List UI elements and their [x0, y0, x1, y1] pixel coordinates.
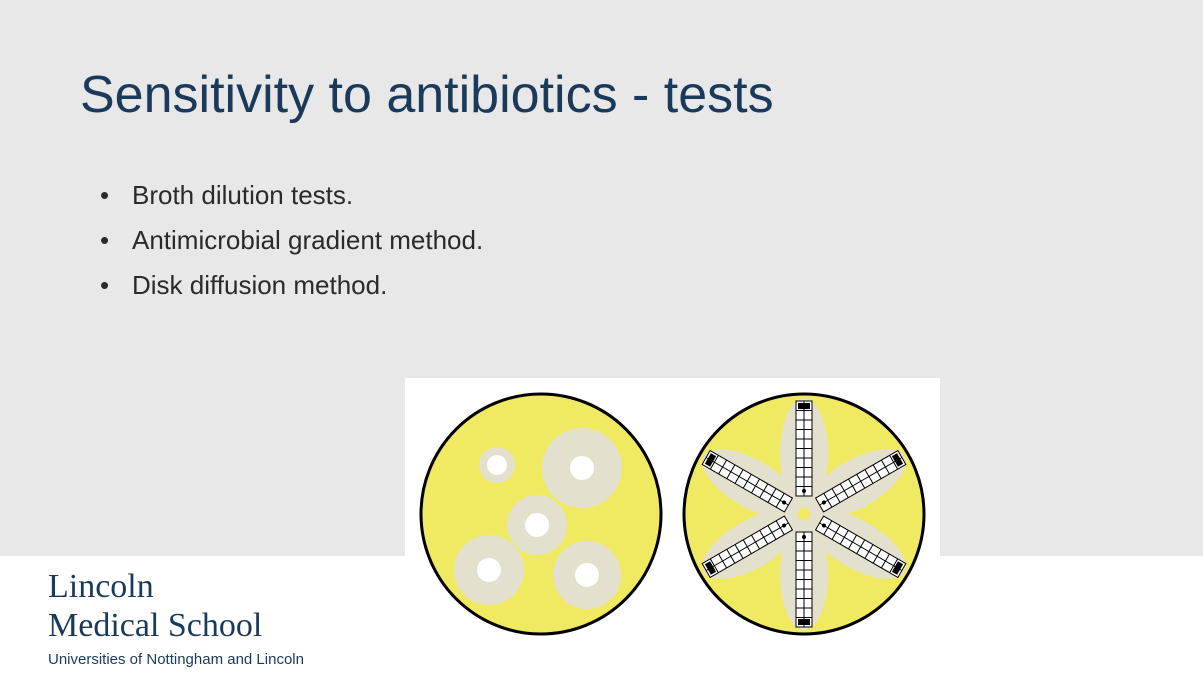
slide-title: Sensitivity to antibiotics - tests: [80, 65, 774, 125]
bullet-list: Broth dilution tests. Antimicrobial grad…: [100, 180, 483, 315]
bullet-item: Broth dilution tests.: [100, 180, 483, 211]
gradient-strip-diagram: [680, 390, 928, 638]
logo-line-2: Medical School: [48, 606, 304, 645]
diagram-container: [405, 378, 940, 650]
bullet-item: Disk diffusion method.: [100, 270, 483, 301]
disk-diffusion-diagram: [417, 390, 665, 638]
school-logo: Lincoln Medical School Universities of N…: [48, 567, 304, 668]
logo-line-1: Lincoln: [48, 567, 304, 606]
logo-subtitle: Universities of Nottingham and Lincoln: [48, 651, 304, 668]
bullet-item: Antimicrobial gradient method.: [100, 225, 483, 256]
